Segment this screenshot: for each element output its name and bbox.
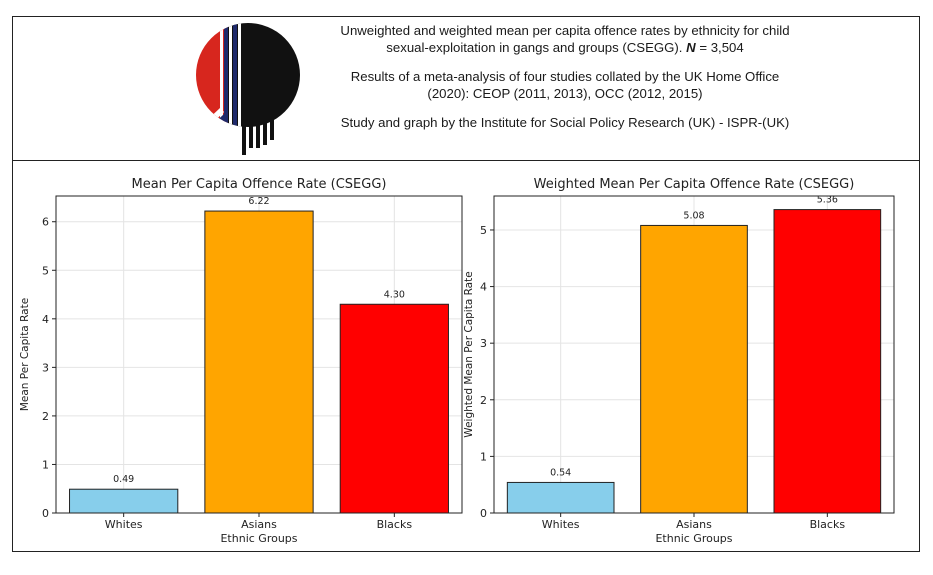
y-tick-label: 2: [42, 410, 49, 423]
meta-line-2: (2020): CEOP (2011, 2013), OCC (2012, 20…: [427, 86, 703, 101]
meta-line-1: Results of a meta-analysis of four studi…: [350, 69, 780, 84]
credit-line: Study and graph by the Institute for Soc…: [340, 115, 790, 130]
bar-whites: [506, 481, 615, 514]
y-tick-label: 0: [480, 507, 487, 520]
y-tick-label: 3: [42, 361, 49, 374]
x-tick-label: Asians: [241, 518, 277, 531]
title-line-1: Unweighted and weighted mean per capita …: [340, 23, 790, 38]
bar-value-label: 4.30: [384, 289, 405, 300]
x-tick-label: Blacks: [377, 518, 413, 531]
y-tick-label: 4: [480, 281, 487, 294]
bar-whites: [69, 488, 179, 514]
y-tick-label: 1: [42, 458, 49, 471]
bar-blacks: [339, 303, 449, 514]
x-tick-label: Whites: [105, 518, 143, 531]
y-axis-label: Weighted Mean Per Capita Rate: [463, 271, 475, 437]
meta-analysis-note: Results of a meta-analysis of four studi…: [315, 68, 815, 102]
sample-size-label: N: [686, 40, 696, 55]
y-tick-label: 5: [480, 224, 487, 237]
y-tick-label: 4: [42, 313, 49, 326]
x-axis-label: Ethnic Groups: [220, 532, 297, 545]
logo-stripe: [229, 23, 232, 127]
y-tick-label: 0: [42, 507, 49, 520]
plot-area-border: [55, 195, 463, 514]
logo-stripe: [238, 23, 241, 127]
logo-drip: [263, 90, 267, 145]
bar-value-label: 5.08: [683, 210, 704, 221]
unweighted-bar-chart: Mean Per Capita Offence Rate (CSEGG) 0 1 2 3…: [19, 177, 463, 545]
logo-drip: [256, 80, 260, 148]
header-divider: [12, 160, 920, 161]
chart-title: Mean Per Capita Offence Rate (CSEGG): [132, 177, 387, 192]
bar-asians: [204, 210, 314, 514]
bar-value-label: 5.36: [817, 195, 838, 206]
plot-area-border: [493, 195, 895, 514]
logo-stripe: [220, 23, 223, 127]
weighted-bar-chart: Weighted Mean Per Capita Offence Rate (C…: [463, 177, 895, 545]
y-tick-label: 5: [42, 264, 49, 277]
bar-value-label: 0.54: [550, 467, 571, 478]
bar-value-label: 6.22: [248, 196, 269, 207]
bar-asians: [640, 224, 748, 514]
x-tick-label: Whites: [542, 518, 580, 531]
y-axis-label: Mean Per Capita Rate: [19, 298, 31, 411]
title-line-2: sexual-exploitation in gangs and groups …: [386, 40, 683, 55]
chart-title: Weighted Mean Per Capita Offence Rate (C…: [534, 177, 855, 192]
x-tick-label: Blacks: [810, 518, 846, 531]
ispr-logo: [196, 23, 300, 155]
logo-drip: [242, 60, 246, 155]
x-axis-label: Ethnic Groups: [655, 532, 732, 545]
bar-value-label: 0.49: [113, 474, 134, 485]
y-tick-label: 2: [480, 394, 487, 407]
figure-title: Unweighted and weighted mean per capita …: [315, 22, 815, 56]
sample-size-value: = 3,504: [699, 40, 744, 55]
bar-blacks: [773, 209, 882, 514]
y-tick-label: 3: [480, 337, 487, 350]
y-tick-label: 1: [480, 450, 487, 463]
header-text: Unweighted and weighted mean per capita …: [315, 22, 815, 143]
logo-drip: [249, 70, 253, 148]
logo-diagonal: [196, 108, 224, 127]
logo-navy-stripe: [233, 23, 237, 127]
figure-frame: [12, 16, 920, 552]
x-tick-label: Asians: [676, 518, 712, 531]
logo-navy-stripe: [224, 23, 228, 127]
logo-diagonal: [196, 114, 228, 127]
logo-drip: [270, 100, 274, 140]
y-tick-label: 6: [42, 216, 49, 229]
